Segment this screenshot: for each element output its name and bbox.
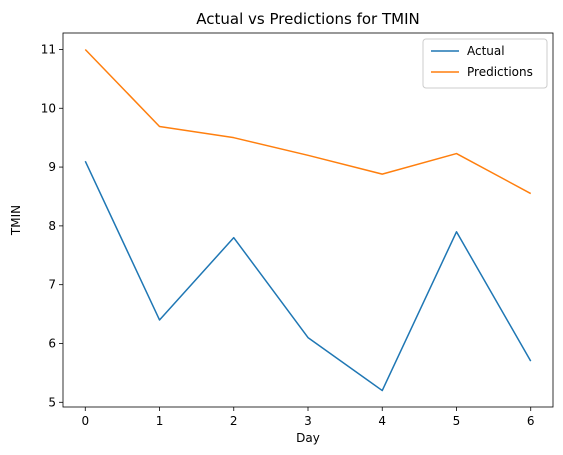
y-tick-label: 11 bbox=[41, 42, 56, 56]
y-tick-label: 9 bbox=[48, 160, 56, 174]
x-axis-label: Day bbox=[296, 431, 320, 445]
x-tick-label: 6 bbox=[527, 414, 535, 428]
x-tick-label: 0 bbox=[81, 414, 89, 428]
y-axis-ticks: 5 6 7 8 9 10 11 bbox=[41, 42, 63, 409]
x-tick-label: 3 bbox=[304, 414, 312, 428]
y-tick-label: 7 bbox=[48, 278, 56, 292]
chart-title: Actual vs Predictions for TMIN bbox=[196, 10, 419, 28]
y-tick-label: 8 bbox=[48, 219, 56, 233]
x-tick-label: 2 bbox=[230, 414, 238, 428]
x-tick-label: 5 bbox=[453, 414, 461, 428]
y-tick-label: 6 bbox=[48, 336, 56, 350]
y-tick-label: 10 bbox=[41, 101, 56, 115]
x-tick-label: 1 bbox=[156, 414, 164, 428]
x-axis-ticks: 0 1 2 3 4 5 6 bbox=[81, 407, 535, 428]
legend-label-predictions: Predictions bbox=[467, 65, 533, 79]
series-line-actual bbox=[84, 160, 532, 392]
legend: Actual Predictions bbox=[422, 38, 548, 89]
y-axis-label: TMIN bbox=[9, 205, 23, 236]
y-tick-label: 5 bbox=[48, 395, 56, 409]
legend-label-actual: Actual bbox=[467, 44, 505, 58]
series-lines bbox=[84, 48, 532, 392]
plot-background bbox=[63, 33, 553, 407]
x-tick-label: 4 bbox=[378, 414, 386, 428]
series-line-predictions bbox=[84, 48, 532, 195]
plot-frame bbox=[62, 32, 554, 408]
